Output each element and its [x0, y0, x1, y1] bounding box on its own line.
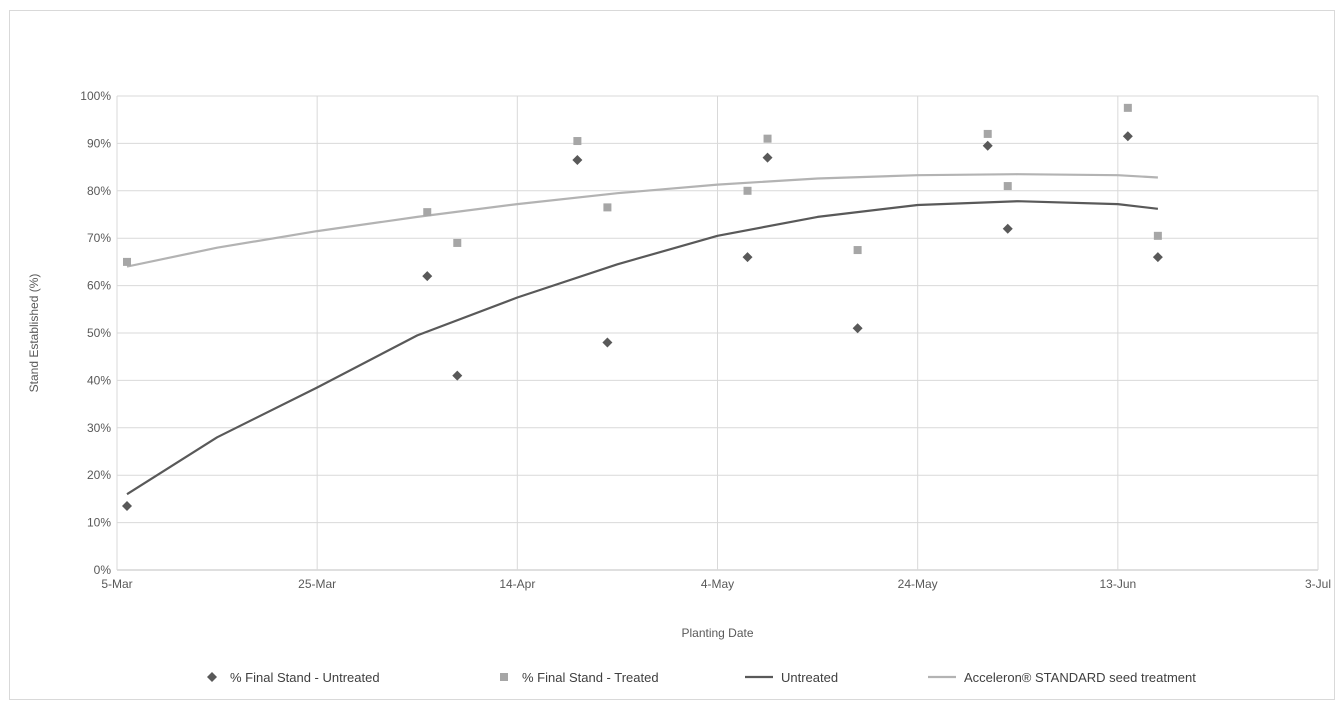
y-tick-label: 10% [87, 516, 111, 530]
diamond-point [852, 323, 863, 334]
y-tick-label: 80% [87, 184, 111, 198]
diamond-point [982, 140, 993, 151]
legend-label: % Final Stand - Treated [522, 670, 659, 685]
square-point [1123, 103, 1132, 112]
diamond-point [742, 252, 753, 263]
square-point [423, 208, 432, 217]
legend-label: % Final Stand - Untreated [230, 670, 380, 685]
x-axis-title: Planting Date [681, 626, 753, 640]
y-tick-label: 20% [87, 468, 111, 482]
legend-swatch-diamond [207, 672, 217, 682]
y-tick-label: 60% [87, 279, 111, 293]
diamond-point [572, 154, 583, 165]
x-tick-label: 14-Apr [499, 577, 535, 591]
x-tick-label: 24-May [898, 577, 938, 591]
diamond-point [762, 152, 773, 163]
y-tick-label: 40% [87, 373, 111, 387]
legend: % Final Stand - Untreated % Final Stand -… [207, 670, 1196, 685]
diamond-point [452, 370, 463, 381]
square-point [573, 137, 582, 146]
diamond-point [602, 337, 613, 348]
diamond-point [1122, 131, 1133, 142]
y-tick-label: 30% [87, 421, 111, 435]
diamond-point [422, 271, 433, 282]
trend-line [126, 173, 1158, 268]
grid [116, 95, 1319, 571]
diamond-point [122, 501, 133, 512]
diamond-point [1152, 252, 1163, 263]
y-tick-label: 70% [87, 231, 111, 245]
square-point [123, 257, 132, 266]
square-point [853, 246, 862, 255]
square-point [983, 129, 992, 138]
legend-label: Untreated [781, 670, 838, 685]
trend-line [126, 200, 1159, 496]
square-point [453, 238, 462, 247]
chart-frame [9, 10, 1335, 700]
square-point [603, 203, 612, 212]
y-tick-label: 50% [87, 326, 111, 340]
y-axis-title: Stand Established (%) [27, 274, 41, 393]
axes: 0% 10% 20% 30% 40% 50% 60% 70% 80% 90% 100% 5-Mar 25… [80, 89, 1331, 591]
y-tick-label: 90% [87, 136, 111, 150]
x-tick-label: 13-Jun [1099, 577, 1136, 591]
square-point [1003, 182, 1012, 191]
data-points [122, 103, 1163, 512]
x-tick-label: 3-Jul [1305, 577, 1331, 591]
trend-lines [126, 173, 1159, 496]
square-point [743, 186, 752, 195]
x-tick-label: 25-Mar [298, 577, 336, 591]
y-tick-label: 0% [94, 563, 112, 577]
legend-swatch-square [500, 673, 508, 681]
square-point [1153, 231, 1162, 240]
x-tick-label: 4-May [701, 577, 734, 591]
x-tick-label: 5-Mar [101, 577, 132, 591]
diamond-point [1002, 223, 1013, 234]
square-point [763, 134, 772, 143]
y-tick-label: 100% [80, 89, 111, 103]
legend-label: Acceleron® STANDARD seed treatment [964, 670, 1196, 685]
